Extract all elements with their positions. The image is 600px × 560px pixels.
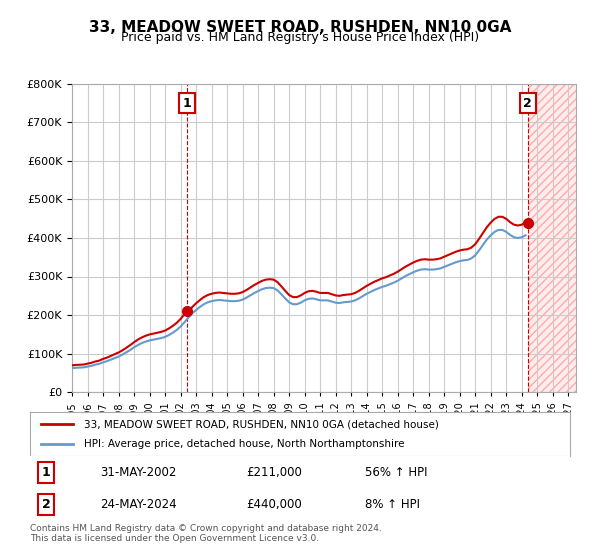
Bar (528, 84, 576, 392)
Text: 31-MAY-2002: 31-MAY-2002 (100, 466, 176, 479)
Text: 33, MEADOW SWEET ROAD, RUSHDEN, NN10 0GA (detached house): 33, MEADOW SWEET ROAD, RUSHDEN, NN10 0GA… (84, 419, 439, 429)
Text: Price paid vs. HM Land Registry's House Price Index (HPI): Price paid vs. HM Land Registry's House … (121, 31, 479, 44)
Text: 24-MAY-2024: 24-MAY-2024 (100, 498, 177, 511)
Text: 2: 2 (523, 97, 532, 110)
Text: £211,000: £211,000 (246, 466, 302, 479)
Text: 33, MEADOW SWEET ROAD, RUSHDEN, NN10 0GA: 33, MEADOW SWEET ROAD, RUSHDEN, NN10 0GA (89, 20, 511, 35)
Text: 1: 1 (182, 97, 191, 110)
Text: HPI: Average price, detached house, North Northamptonshire: HPI: Average price, detached house, Nort… (84, 439, 404, 449)
Bar (528, 84, 576, 392)
Text: Contains HM Land Registry data © Crown copyright and database right 2024.
This d: Contains HM Land Registry data © Crown c… (30, 524, 382, 543)
Text: 1: 1 (42, 466, 50, 479)
Text: £440,000: £440,000 (246, 498, 302, 511)
Text: 2: 2 (42, 498, 50, 511)
Text: 8% ↑ HPI: 8% ↑ HPI (365, 498, 420, 511)
Text: 56% ↑ HPI: 56% ↑ HPI (365, 466, 427, 479)
